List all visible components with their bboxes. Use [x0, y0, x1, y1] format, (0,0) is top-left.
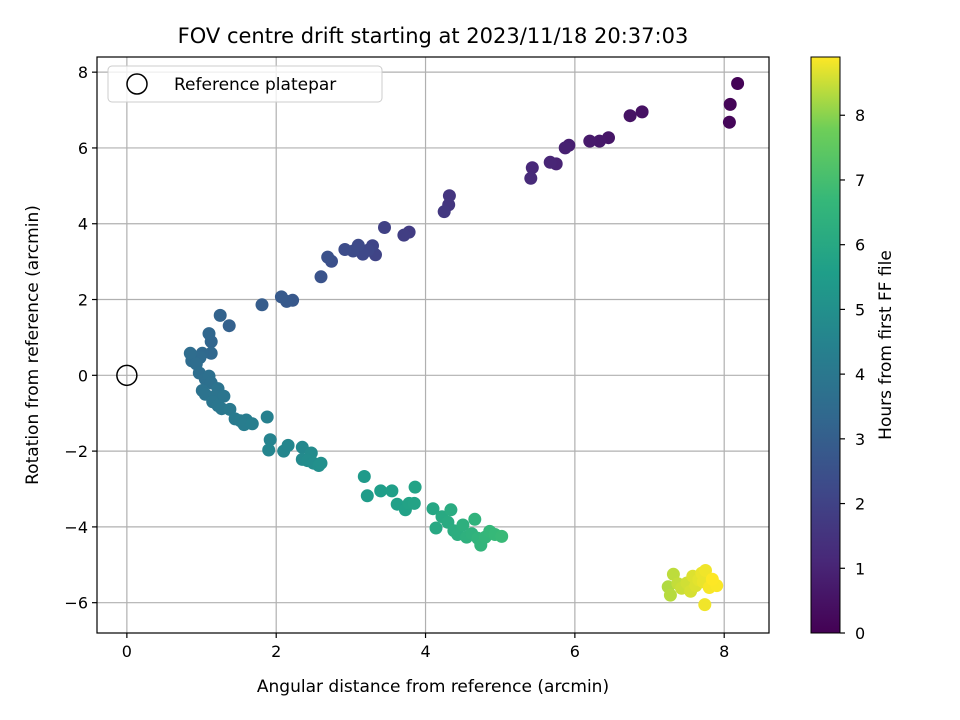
- data-point: [213, 308, 227, 322]
- data-point: [722, 115, 736, 129]
- data-points: [183, 77, 745, 612]
- data-point: [314, 456, 328, 470]
- x-tick-label: 0: [122, 642, 132, 661]
- colorbar-tick-label: 8: [855, 106, 865, 125]
- colorbar: [810, 56, 841, 634]
- legend-marker: [126, 73, 148, 95]
- colorbar-tick-label: 1: [855, 559, 865, 578]
- y-tick-label: −6: [64, 594, 88, 613]
- data-point: [524, 171, 538, 185]
- data-point: [429, 521, 443, 535]
- data-point: [202, 327, 216, 341]
- colorbar-tick-label: 6: [855, 236, 865, 255]
- colorbar-ticks: 0 1 2 3 4 5 6 7 8: [840, 106, 865, 643]
- y-tick-label: 2: [78, 291, 88, 310]
- data-point: [357, 470, 371, 483]
- data-point: [360, 489, 374, 503]
- data-point: [731, 77, 745, 90]
- data-point: [723, 97, 737, 111]
- data-point: [558, 141, 572, 155]
- x-tick-label: 4: [420, 642, 430, 661]
- y-tick-label: −2: [64, 442, 88, 461]
- data-point: [255, 298, 269, 312]
- data-point: [378, 221, 391, 234]
- data-point: [262, 443, 276, 457]
- data-point: [698, 598, 712, 612]
- x-tick-label: 2: [271, 642, 281, 661]
- y-tick-label: −4: [64, 518, 88, 537]
- data-point: [705, 572, 719, 586]
- colorbar-label: Hours from first FF file: [876, 250, 896, 440]
- data-point: [281, 438, 295, 452]
- x-tick-label: 8: [719, 642, 729, 661]
- data-point: [593, 134, 606, 148]
- data-point: [525, 161, 539, 175]
- colorbar-tick-label: 4: [855, 365, 865, 384]
- data-point: [274, 290, 288, 304]
- legend-label: Reference platepar: [174, 75, 336, 95]
- data-point: [260, 410, 274, 424]
- y-tick-label: 0: [78, 366, 88, 385]
- data-point: [374, 484, 388, 498]
- data-point: [426, 502, 440, 516]
- colorbar-tick-label: 7: [855, 171, 865, 190]
- y-tick-label: 4: [78, 215, 88, 234]
- data-point: [183, 346, 197, 360]
- y-tick-label: 8: [78, 63, 88, 82]
- x-gridlines: [126, 57, 725, 633]
- data-point: [495, 529, 509, 543]
- x-tick-label: 6: [570, 642, 580, 661]
- colorbar-tick-label: 2: [855, 495, 865, 514]
- data-point: [635, 105, 649, 119]
- data-point: [456, 518, 470, 532]
- data-point: [408, 480, 422, 494]
- data-point: [623, 109, 637, 123]
- colorbar-tick-label: 3: [855, 430, 865, 449]
- y-gridlines: [97, 71, 769, 604]
- data-point: [223, 402, 237, 416]
- data-point: [321, 250, 335, 264]
- y-axis-label: Rotation from reference (arcmin): [23, 205, 43, 485]
- colorbar-tick-label: 0: [855, 624, 865, 643]
- data-point: [407, 496, 421, 510]
- reference-platepar-marker: [116, 364, 138, 387]
- colorbar-tick-label: 5: [855, 300, 865, 319]
- y-tick-label: 6: [78, 139, 88, 158]
- data-point: [314, 270, 328, 284]
- data-point: [245, 417, 259, 431]
- data-point: [468, 512, 482, 526]
- x-axis-ticks: 0 2 4 6 8: [122, 633, 729, 661]
- data-point: [543, 155, 557, 169]
- data-point: [263, 433, 277, 447]
- data-point: [397, 228, 411, 242]
- data-point: [583, 134, 597, 148]
- data-point: [222, 319, 236, 333]
- data-point: [699, 564, 712, 577]
- data-point: [437, 205, 451, 219]
- y-axis-ticks: −6 −4 −2 0 2 4 6 8: [64, 63, 97, 613]
- data-point: [663, 588, 677, 602]
- data-point: [217, 389, 231, 403]
- plot-frame: [96, 56, 770, 634]
- data-point: [444, 503, 458, 517]
- data-point: [385, 484, 399, 498]
- data-point: [338, 243, 352, 256]
- data-point: [204, 346, 218, 360]
- legend-box: [107, 65, 383, 103]
- chart-title: FOV centre drift starting at 2023/11/18 …: [178, 24, 689, 48]
- legend: Reference platepar: [107, 65, 383, 103]
- x-axis-label: Angular distance from reference (arcmin): [257, 677, 609, 697]
